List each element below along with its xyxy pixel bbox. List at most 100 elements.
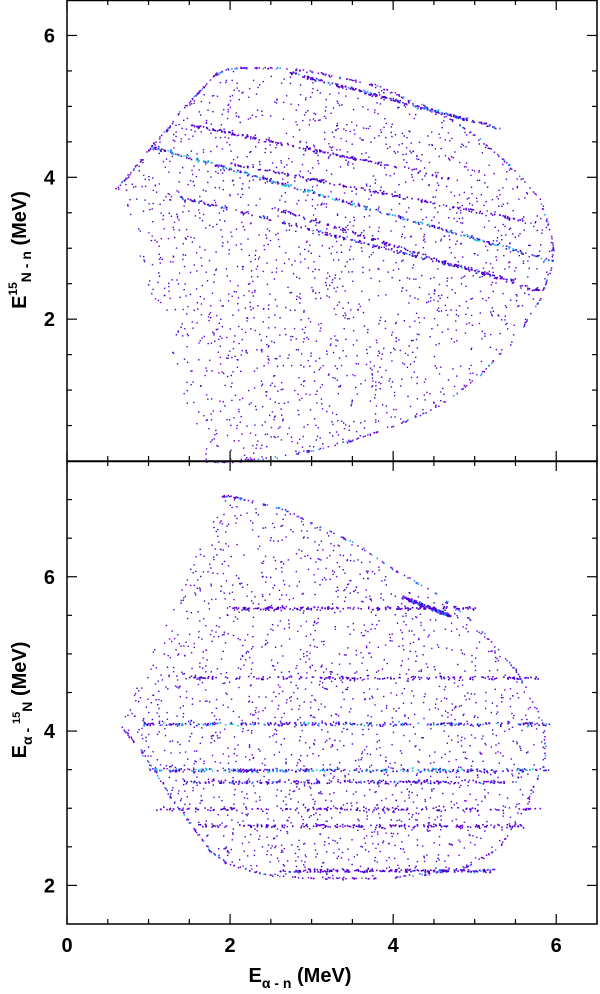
edge-point (245, 68, 248, 70)
scatter-point (424, 378, 427, 380)
scatter-point (328, 373, 330, 375)
scatter-point (352, 163, 354, 165)
scatter-point (449, 159, 451, 161)
scatter-point (177, 283, 180, 285)
edge-point (359, 81, 361, 83)
scatter-point (274, 837, 276, 839)
scatter-point (270, 628, 272, 630)
scatter-point (383, 126, 385, 128)
scatter-point (152, 288, 154, 291)
scatter-point (221, 113, 223, 116)
scatter-point (299, 658, 302, 660)
scatter-point (213, 273, 216, 276)
scatter-point (287, 357, 289, 359)
scatter-point (435, 367, 438, 369)
band-point (489, 124, 492, 126)
scatter-point (143, 260, 146, 263)
scatter-point (144, 199, 146, 201)
scatter-point (250, 732, 253, 734)
scatter-point (290, 339, 292, 341)
band-point (336, 85, 338, 87)
scatter-point (253, 452, 255, 454)
scatter-point (402, 97, 404, 99)
scatter-point (522, 722, 525, 724)
scatter-point (528, 244, 530, 246)
scatter-point (254, 405, 257, 408)
scatter-point (188, 157, 190, 160)
scatter-point (202, 213, 205, 216)
scatter-point (237, 821, 239, 824)
band-point (450, 229, 453, 232)
scatter-point (228, 681, 231, 683)
scatter-point (199, 217, 201, 219)
band-point (250, 136, 252, 138)
scatter-point (535, 221, 537, 223)
scatter-point (384, 576, 387, 578)
scatter-point (202, 571, 205, 573)
scatter-point (362, 733, 364, 736)
band-point (387, 213, 390, 216)
band-point (308, 228, 310, 230)
band-point (307, 178, 310, 180)
scatter-point (391, 360, 393, 362)
scatter-point (374, 394, 377, 396)
scatter-point (226, 336, 228, 339)
scatter-point (336, 586, 339, 588)
scatter-point (321, 383, 323, 386)
scatter-point (312, 232, 314, 235)
band-point (528, 288, 531, 290)
band-point (351, 88, 354, 90)
scatter-point (297, 104, 300, 106)
scatter-point (321, 640, 323, 643)
edge-point (133, 167, 135, 170)
scatter-point (402, 638, 404, 640)
scatter-point (199, 195, 201, 198)
scatter-point (288, 157, 290, 160)
scatter-point (224, 220, 226, 222)
scatter-point (460, 745, 463, 747)
scatter-point (504, 225, 506, 228)
scatter-point (273, 838, 275, 840)
scatter-point (237, 297, 240, 299)
scatter-point (520, 287, 522, 289)
scatter-point (326, 295, 328, 297)
band-point (492, 126, 494, 128)
scatter-point (444, 753, 446, 755)
scatter-point (317, 160, 319, 162)
scatter-point (388, 866, 391, 868)
scatter-point (226, 275, 228, 277)
scatter-point (182, 716, 184, 718)
band-point (269, 180, 271, 182)
scatter-point (404, 823, 406, 826)
band-point (438, 260, 440, 262)
scatter-point (325, 284, 328, 286)
band-point (221, 131, 223, 133)
edge-point (541, 208, 544, 210)
scatter-point (316, 646, 318, 648)
band-point (304, 75, 306, 77)
scatter-point (396, 622, 399, 624)
band-point (505, 248, 508, 250)
edge-point (149, 147, 152, 150)
scatter-point (438, 283, 441, 286)
scatter-point (266, 216, 269, 218)
scatter-point (355, 791, 357, 793)
scatter-point (397, 313, 399, 316)
band-point (350, 239, 352, 241)
scatter-point (297, 409, 299, 412)
scatter-point (325, 117, 327, 119)
scatter-point (367, 728, 370, 730)
scatter-point (377, 230, 380, 232)
edge-point (552, 254, 554, 256)
scatter-point (455, 320, 457, 322)
edge-point (262, 458, 264, 460)
band-point (363, 89, 365, 92)
scatter-point (322, 365, 324, 367)
band-point (491, 214, 494, 216)
band-point (245, 211, 248, 214)
scatter-point (416, 839, 418, 841)
scatter-point (470, 298, 472, 300)
scatter-point (221, 634, 224, 636)
scatter-point (528, 256, 530, 258)
scatter-point (378, 785, 380, 787)
